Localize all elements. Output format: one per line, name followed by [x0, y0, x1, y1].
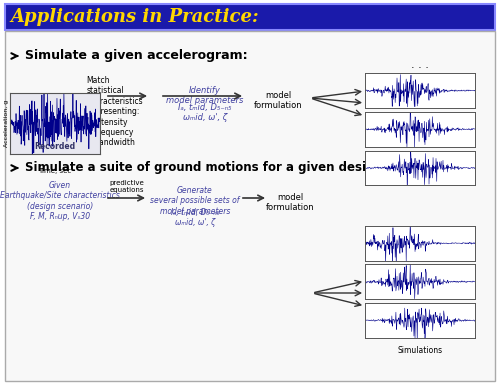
Text: . . .: . . .: [411, 150, 429, 160]
Text: Iₐ, tₘid, D₅₋ₙ₅
ωₘid, ω', ζ: Iₐ, tₘid, D₅₋ₙ₅ ωₘid, ω', ζ: [178, 103, 232, 122]
Text: Simulate a given accelerogram:: Simulate a given accelerogram:: [25, 49, 248, 63]
Text: . . .: . . .: [411, 60, 429, 70]
Text: Simulations: Simulations: [398, 154, 442, 163]
FancyBboxPatch shape: [5, 31, 495, 381]
Text: predictive
equations: predictive equations: [110, 180, 144, 193]
Text: Simulations: Simulations: [398, 346, 442, 355]
FancyBboxPatch shape: [5, 4, 495, 30]
Text: Identify
model parameters: Identify model parameters: [166, 86, 244, 105]
Text: Recorded: Recorded: [34, 142, 76, 151]
Text: Generate
several possible sets of
model parameters: Generate several possible sets of model …: [150, 186, 240, 216]
Text: model
formulation: model formulation: [254, 91, 302, 110]
Text: Match
statistical
characteristics
Representing:
• Intensity
• Frequency
• Bandwi: Match statistical characteristics Repres…: [86, 76, 144, 147]
Text: model
formulation: model formulation: [266, 193, 314, 212]
Text: . . .: . . .: [411, 330, 429, 340]
Y-axis label: Acceleration, g: Acceleration, g: [4, 100, 8, 147]
Text: . . .: . . .: [411, 248, 429, 258]
Text: Iₐ, tₘid, D₅₋ₙ₅
ωₘid, ω', ζ: Iₐ, tₘid, D₅₋ₙ₅ ωₘid, ω', ζ: [171, 208, 219, 227]
Text: Simulate a suite of ground motions for a given design scenario:: Simulate a suite of ground motions for a…: [25, 161, 448, 174]
Text: Time, sec: Time, sec: [38, 168, 72, 174]
Text: Applications in Practice:: Applications in Practice:: [10, 8, 258, 26]
Text: Given
Earthquake/Site characteristics
(design scenario)
F, M, Rₙup, Vₛ30: Given Earthquake/Site characteristics (d…: [0, 181, 120, 221]
